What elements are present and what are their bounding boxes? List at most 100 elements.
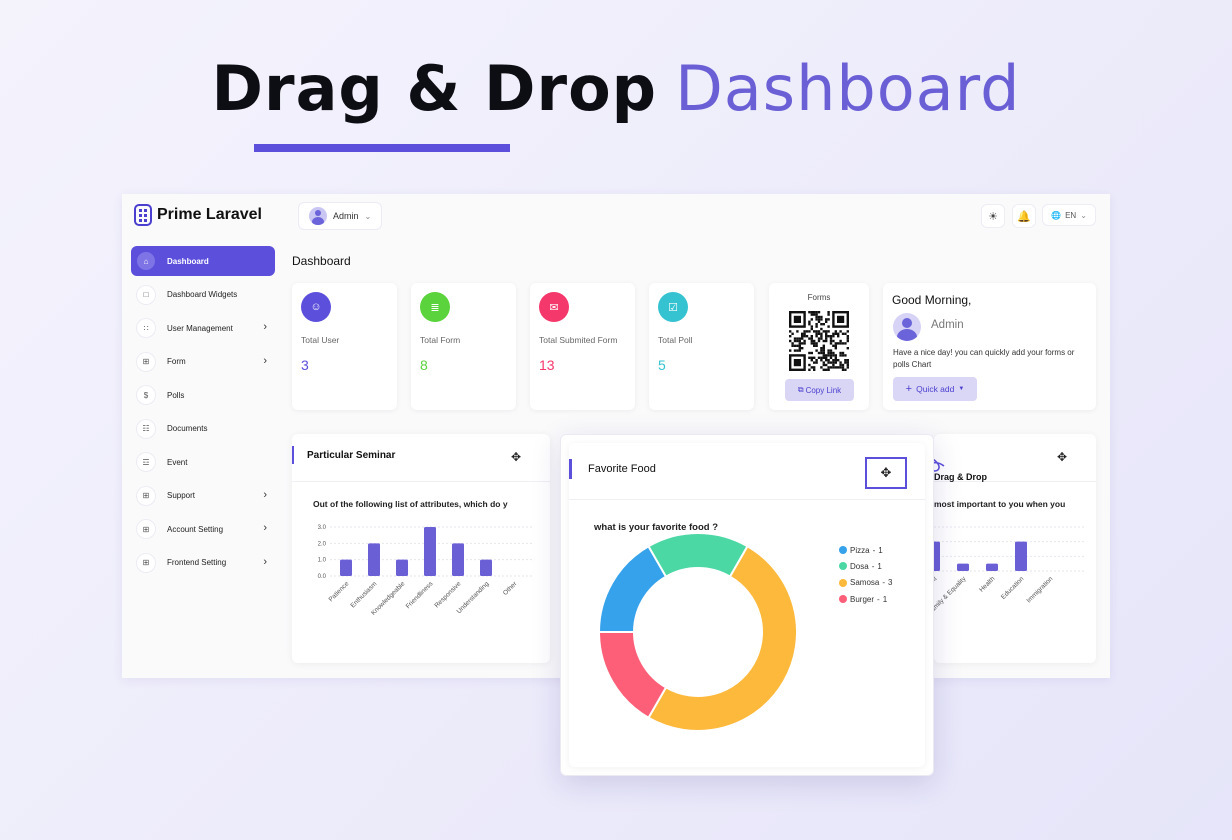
language-selector[interactable]: 🌐 EN ⌄ <box>1042 204 1096 226</box>
theme-toggle-button[interactable]: ☀ <box>981 204 1005 228</box>
greeting-message: Have a nice day! you can quickly add you… <box>893 348 1075 369</box>
sidebar-item-support[interactable]: ⊞ Support › <box>131 481 275 511</box>
stat-value: 3 <box>301 357 309 373</box>
legend-separator: - <box>877 594 880 604</box>
stat-label: Total Submited Form <box>539 335 618 345</box>
copy-link-button[interactable]: ⧉ Copy Link <box>785 379 854 401</box>
sidebar-item-label: Form <box>167 357 186 366</box>
language-label: EN <box>1065 210 1077 220</box>
sidebar-item-label: Support <box>167 491 196 500</box>
drag-drop-label: Drag & Drop <box>934 472 988 482</box>
x-tick-label: Responsive <box>433 580 462 609</box>
donut-slice-samosa[interactable] <box>647 544 798 732</box>
bar[interactable] <box>424 527 436 576</box>
legend-separator: - <box>872 545 876 555</box>
sidebar-item-label: Dashboard Widgets <box>167 290 238 299</box>
sidebar-item-frontend-setting[interactable]: ⊞ Frontend Setting › <box>131 548 275 578</box>
sidebar-item-event[interactable]: ☲ Event <box>131 447 275 477</box>
qr-code-icon <box>789 311 849 371</box>
sidebar-item-polls[interactable]: $ Polls <box>131 380 275 410</box>
caret-down-icon: ▼ <box>958 386 965 392</box>
legend-value: 1 <box>878 545 883 555</box>
stat-card[interactable]: ☺ Total User 3 <box>292 283 397 410</box>
sidebar-item-dashboard[interactable]: ⌂ Dashboard <box>131 246 275 276</box>
x-tick-label: Health <box>978 575 997 594</box>
user-menu[interactable]: Admin ⌄ <box>298 202 383 230</box>
stat-card[interactable]: ✉ Total Submited Form 13 <box>530 283 635 410</box>
sidebar-item-label: Polls <box>167 390 185 400</box>
sidebar: ⌂ Dashboard □ Dashboard Widgets ∷ User Manage… <box>131 246 275 581</box>
sidebar-item-form[interactable]: ⊞ Form › <box>131 347 275 377</box>
bar[interactable] <box>396 559 408 576</box>
attributes-widget: ✥ most important to you when you ment Fam… <box>934 434 1096 663</box>
copy-icon: ⧉ <box>797 385 804 394</box>
chart-question: what is your favorite food ? <box>594 522 719 533</box>
bar[interactable] <box>934 541 940 571</box>
bar[interactable] <box>368 543 380 576</box>
legend-value: 1 <box>882 594 888 604</box>
x-tick-label: Enthusiasm <box>349 580 378 609</box>
quick-add-button[interactable]: + Quick add ▼ <box>893 377 977 401</box>
stat-value: 5 <box>658 357 666 373</box>
move-icon[interactable]: ✥ <box>865 457 907 489</box>
sidebar-item-account-setting[interactable]: ⊞ Account Setting › <box>131 514 275 544</box>
move-icon[interactable]: ✥ <box>1057 450 1068 464</box>
stat-card[interactable]: ≣ Total Form 8 <box>411 283 516 410</box>
legend-label: Pizza <box>850 545 870 555</box>
legend-item[interactable]: Pizza - 1 <box>839 542 892 558</box>
square-icon: □ <box>137 285 155 304</box>
bar[interactable] <box>986 563 998 571</box>
sidebar-item-documents[interactable]: ☷ Documents <box>131 414 275 444</box>
legend-item[interactable]: Samosa - 3 <box>839 575 892 591</box>
sidebar-item-label: Frontend Setting <box>167 558 227 567</box>
x-tick-label: Patience <box>328 580 351 603</box>
sidebar-item-user-management[interactable]: ∷ User Management › <box>131 313 275 343</box>
bar[interactable] <box>1015 541 1027 571</box>
hero-title-bold: Drag & Drop <box>211 52 658 125</box>
bar[interactable] <box>957 563 969 571</box>
legend-dot <box>839 562 847 571</box>
page-title: Dashboard <box>292 254 351 268</box>
forms-qr-card: Forms ⧉ Copy Link <box>769 283 869 410</box>
y-tick-label: 2.0 <box>318 541 327 547</box>
users-icon: ☺ <box>301 292 331 322</box>
calendar-icon: ☲ <box>137 453 155 471</box>
legend-label: Samosa <box>850 578 880 588</box>
favorite-food-dragged-card[interactable]: Favorite Food ✥ what is your favorite fo… <box>560 434 934 776</box>
y-tick-label: 3.0 <box>318 525 327 531</box>
sidebar-item-label: Account Setting <box>167 524 224 534</box>
chevron-right-icon: › <box>263 488 267 501</box>
stat-value: 13 <box>539 357 555 373</box>
move-icon[interactable]: ✥ <box>511 450 522 464</box>
table-icon: ⊞ <box>137 352 155 371</box>
hero-title: Drag & Drop Dashboard <box>0 52 1232 125</box>
sun-icon: ☀ <box>988 210 998 223</box>
chevron-right-icon: › <box>263 522 267 534</box>
stat-card[interactable]: ☑ Total Poll 5 <box>649 283 754 410</box>
submitted-form-icon: ✉ <box>539 292 569 322</box>
bar[interactable] <box>480 559 492 576</box>
legend-dot <box>839 578 847 587</box>
brand-name: Prime Laravel <box>157 206 262 223</box>
widget-title: Favorite Food <box>588 463 656 475</box>
chevron-right-icon: › <box>263 354 267 367</box>
x-tick-label: Immigration <box>1025 575 1054 604</box>
bar[interactable] <box>340 559 352 576</box>
chevron-right-icon: › <box>263 555 267 568</box>
table-icon: ⊞ <box>137 553 155 572</box>
legend-value: 1 <box>877 561 882 571</box>
particular-seminar-widget: Particular Seminar ✥ Out of the followin… <box>292 434 550 663</box>
brand[interactable]: Prime Laravel <box>134 204 262 226</box>
notification-button[interactable]: 🔔 <box>1012 204 1036 228</box>
legend-label: Burger <box>850 594 875 604</box>
legend-item[interactable]: Burger - 1 <box>839 591 892 607</box>
x-tick-label: Friendliness <box>405 580 435 610</box>
sidebar-item-dashboard-widgets[interactable]: □ Dashboard Widgets <box>131 280 275 310</box>
donut-slice-burger[interactable] <box>599 631 668 720</box>
legend-item[interactable]: Dosa - 1 <box>839 558 892 574</box>
quick-add-label: Quick add <box>916 384 955 394</box>
bar[interactable] <box>452 543 464 576</box>
legend-value: 3 <box>888 578 893 588</box>
chevron-down-icon: ⌄ <box>364 211 372 221</box>
